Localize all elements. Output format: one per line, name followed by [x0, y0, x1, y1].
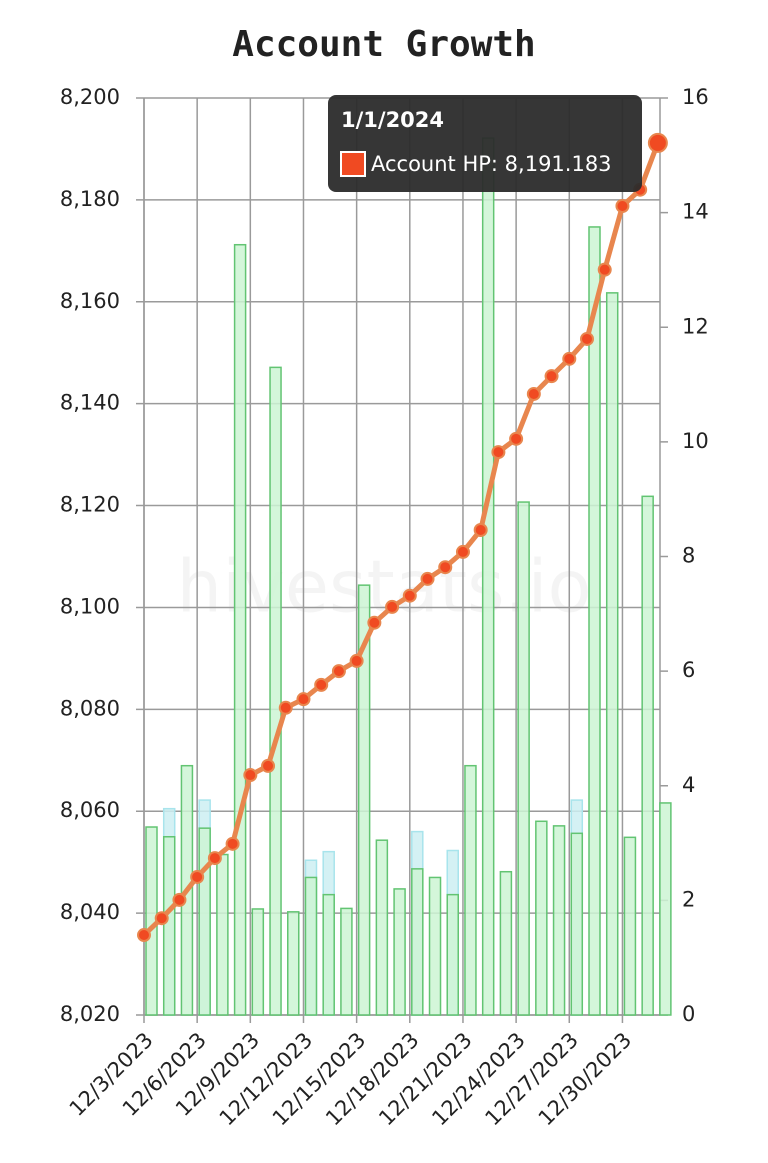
- bar: [535, 820, 548, 1016]
- y2-tick-label: 6: [682, 658, 695, 682]
- point: [296, 692, 311, 707]
- y-tick-label: 8,160: [60, 289, 120, 313]
- tooltip-text: Account HP: 8,191.183: [371, 152, 612, 176]
- bar: [659, 802, 672, 1016]
- y2-tick-label: 8: [682, 544, 695, 568]
- y2-tick-label: 0: [682, 1002, 695, 1026]
- y-tick-label: 8,060: [60, 798, 120, 822]
- bar: [162, 836, 176, 1016]
- point: [491, 445, 506, 460]
- bar: [340, 907, 353, 1016]
- bar: [375, 839, 389, 1016]
- point: [438, 560, 453, 575]
- bar: [322, 893, 335, 1016]
- y-tick-label: 8,120: [60, 493, 120, 517]
- point: [207, 851, 222, 866]
- tooltip-box: [328, 95, 642, 192]
- point: [154, 911, 169, 926]
- point: [225, 836, 240, 851]
- point: [615, 199, 630, 214]
- point: [580, 331, 594, 346]
- point: [402, 588, 417, 603]
- point: [544, 369, 559, 384]
- point: [597, 262, 612, 277]
- bar: [499, 870, 513, 1016]
- y2-tick-label: 4: [682, 773, 695, 797]
- bar: [517, 501, 530, 1016]
- point: [314, 677, 329, 692]
- y2-tick-label: 10: [682, 429, 709, 453]
- bar: [393, 888, 406, 1016]
- point: [261, 758, 276, 773]
- bar: [481, 137, 495, 1016]
- y-tick-label: 8,020: [60, 1002, 120, 1026]
- point: [420, 571, 435, 586]
- point: [172, 892, 187, 907]
- y2-tick-label: 14: [682, 200, 709, 224]
- tooltip-title: 1/1/2024: [341, 108, 444, 132]
- bar: [287, 911, 300, 1016]
- point: [367, 615, 382, 630]
- point: [455, 544, 470, 559]
- bar: [198, 827, 211, 1016]
- bar: [251, 908, 265, 1016]
- bar: [233, 243, 247, 1016]
- bar: [588, 226, 601, 1016]
- tooltip: 1/1/2024 Account HP: 8,191.183: [328, 95, 642, 192]
- bar: [428, 876, 442, 1016]
- point: [647, 132, 668, 153]
- bar: [570, 832, 584, 1016]
- point: [137, 928, 151, 943]
- bar: [216, 853, 229, 1016]
- point: [473, 523, 488, 538]
- point: [278, 700, 293, 715]
- bar: [446, 893, 459, 1016]
- y-tick-label: 8,100: [60, 594, 120, 618]
- tooltip-swatch: [340, 151, 366, 177]
- point: [349, 653, 364, 668]
- point: [526, 386, 541, 401]
- point: [562, 351, 577, 366]
- bar: [605, 292, 619, 1016]
- y-tick-label: 8,200: [60, 85, 120, 109]
- y2-tick-label: 12: [682, 314, 709, 338]
- bar: [357, 584, 371, 1016]
- point: [509, 431, 524, 446]
- bar: [464, 764, 477, 1016]
- bar: [641, 495, 654, 1016]
- point: [331, 664, 346, 679]
- point: [385, 599, 400, 614]
- y-tick-label: 8,080: [60, 696, 120, 720]
- bar: [304, 876, 318, 1016]
- bar: [623, 836, 637, 1016]
- chart-title: Account Growth: [232, 24, 535, 65]
- y2-tick-label: 16: [682, 85, 709, 109]
- bar: [269, 366, 282, 1016]
- plot-area: 8,020 8,040 8,060 8,080 8,100 8,120 8,140 8,160…: [60, 85, 709, 1130]
- point: [190, 869, 205, 884]
- y2-tick-label: 2: [682, 887, 695, 911]
- y-tick-label: 8,140: [60, 391, 120, 415]
- y-tick-label: 8,040: [60, 900, 120, 924]
- bar: [411, 868, 424, 1016]
- point: [243, 768, 258, 783]
- x-tick-label: 12/30/2023: [534, 1028, 637, 1131]
- bar: [552, 825, 566, 1016]
- y-tick-label: 8,180: [60, 187, 120, 211]
